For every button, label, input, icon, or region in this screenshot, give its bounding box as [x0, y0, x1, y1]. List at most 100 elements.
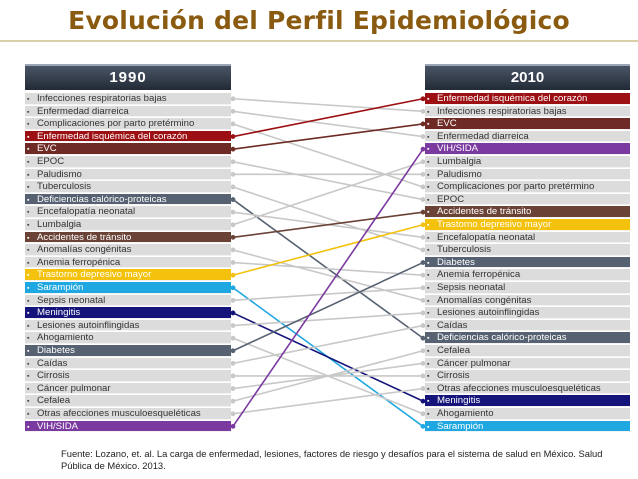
left-1990-item-label: EPOC — [37, 156, 65, 167]
right-2010-item: ▪ Paludismo — [425, 168, 630, 181]
left-1990-item: ▪ Sarampión — [25, 282, 231, 294]
connector-dot — [230, 134, 236, 139]
left-1990-item: ▪ EVC — [25, 143, 231, 155]
connector-line — [232, 312, 424, 402]
left-1990-item: ▪ Paludismo — [25, 168, 231, 181]
connector-line — [232, 223, 424, 276]
connector-dot — [230, 386, 236, 391]
bullet-icon: ▪ — [427, 234, 430, 242]
left-1990-item-label: Anemia ferropénica — [37, 256, 121, 268]
left-1990-item-label: VIH/SIDA — [37, 420, 79, 432]
right-2010-item-label: Deficiencias calórico-proteicas — [437, 332, 567, 344]
bullet-icon: ▪ — [427, 184, 430, 192]
right-2010-item: ▪ Anemia ferropénica — [425, 269, 630, 281]
right-2010-item-label: EPOC — [437, 193, 465, 205]
bullet-icon: ▪ — [27, 360, 30, 368]
right-2010-item: ▪ EPOC — [425, 193, 630, 206]
right-2010-item: ▪ Sepsis neonatal — [425, 282, 630, 294]
connector-dot — [230, 234, 236, 240]
left-1990-item-label: Accidentes de tránsito — [37, 231, 132, 243]
right-2010-item: ▪ Encefalopatía neonatal — [425, 231, 630, 244]
left-1990-item: ▪ Sepsis neonatal — [25, 294, 231, 307]
right-2010-item: ▪ Anomalías congénitas — [425, 294, 630, 307]
right-2010-item: ▪ Tuberculosis — [425, 244, 630, 256]
right-2010-item-label: Anomalías congénitas — [437, 294, 532, 306]
bullet-icon: ▪ — [27, 385, 30, 393]
bullet-icon: ▪ — [427, 247, 430, 255]
bullet-icon: ▪ — [27, 96, 30, 103]
right-2010-item: ▪ Infecciones respiratorias bajas — [425, 105, 630, 118]
right-2010-item: ▪ Lesiones autoinflingidas — [425, 307, 630, 319]
right-2010-item: ▪ Cáncer pulmonar — [425, 357, 630, 370]
connector-dot — [230, 373, 236, 379]
title-divider — [0, 40, 638, 42]
left-1990-item: ▪ Anomalías congénitas — [25, 244, 231, 256]
bullet-icon: ▪ — [427, 272, 430, 280]
left-1990-item: ▪ Trastorno depresivo mayor — [25, 269, 231, 281]
page-title: Evolución del Perfil Epidemiológico — [68, 6, 570, 35]
bullet-icon: ▪ — [427, 121, 430, 129]
connector-line — [232, 186, 424, 251]
left-1990-item-label: Infecciones respiratorias bajas — [37, 93, 167, 104]
left-1990-item: ▪ Cáncer pulmonar — [25, 382, 231, 395]
bullet-icon: ▪ — [427, 108, 430, 116]
right-2010-item: ▪ Otras afecciones musculoesqueléticas — [425, 382, 630, 395]
left-1990-item-label: Anomalías congénitas — [37, 244, 132, 256]
right-2010-item: ▪ Trastorno depresivo mayor — [425, 219, 630, 231]
connector-line — [232, 123, 424, 188]
bullet-icon: ▪ — [427, 133, 430, 141]
connector-line — [232, 349, 424, 402]
right-2010-item-label: Anemia ferropénica — [437, 269, 521, 281]
connector-dot — [230, 171, 236, 177]
source-citation: Fuente: Lozano, et. al. La carga de enfe… — [61, 448, 603, 471]
left-1990-item: ▪ Cefalea — [25, 395, 231, 407]
bullet-icon: ▪ — [427, 222, 430, 229]
left-1990-item: ▪ Complicaciones por parto pretérmino — [25, 118, 231, 130]
right-2010-item-label: Infecciones respiratorias bajas — [437, 105, 567, 117]
right-2010-item: ▪ Caídas — [425, 319, 630, 332]
right-2010-item-label: Enfermedad diarreica — [437, 130, 529, 142]
left-1990-item: ▪ Otras afecciones musculoesqueléticas — [25, 408, 231, 420]
left-1990-item: ▪ Infecciones respiratorias bajas — [25, 93, 231, 105]
left-1990-item-label: Enfermedad diarreica — [37, 105, 129, 117]
connector-dot — [230, 96, 236, 102]
left-1990-item: ▪ Meningitis — [25, 307, 231, 319]
year-1990-header: 1990 — [25, 64, 231, 90]
left-1990-item-label: Paludismo — [37, 168, 82, 180]
bullet-icon: ▪ — [27, 108, 30, 116]
bullet-icon: ▪ — [427, 398, 430, 406]
left-1990-item-label: Tuberculosis — [37, 181, 92, 193]
left-1990-item: ▪ Caídas — [25, 357, 231, 370]
bullet-icon: ▪ — [27, 184, 30, 192]
connector-line — [232, 211, 424, 239]
connector-line — [232, 110, 424, 138]
left-1990-item-label: Lumbalgia — [37, 219, 82, 230]
right-2010-item: ▪ EVC — [425, 118, 630, 130]
bullet-icon: ▪ — [427, 322, 430, 330]
left-1990-item-label: Otras afecciones musculoesqueléticas — [37, 408, 201, 419]
left-1990-item-label: Enfermedad isquémica del corazón — [37, 130, 188, 142]
bullet-icon: ▪ — [27, 196, 30, 204]
left-1990-item-label: Encefalopatía neonatal — [37, 206, 136, 218]
bullet-icon: ▪ — [427, 310, 430, 318]
left-1990-item: ▪ Encefalopatía neonatal — [25, 206, 231, 218]
connector-line — [232, 198, 424, 339]
connector-line — [232, 249, 424, 302]
left-1990-item: ▪ Lumbalgia — [25, 219, 231, 231]
bullet-icon: ▪ — [427, 335, 430, 343]
left-1990-item: ▪ Anemia ferropénica — [25, 256, 231, 269]
connector-line — [232, 148, 424, 427]
connector-dot — [230, 146, 236, 152]
connector-dot — [230, 297, 236, 303]
connector-dot — [230, 285, 236, 291]
connector-line — [232, 387, 424, 415]
right-2010-item: ▪ VIH/SIDA — [425, 143, 630, 155]
right-2010-item-label: Sarampión — [437, 420, 484, 432]
right-2010-item-label: Cefalea — [437, 345, 471, 356]
left-1990-item-label: Lesiones autoinflingidas — [37, 319, 140, 331]
bullet-icon: ▪ — [427, 297, 430, 305]
right-2010-item: ▪ Enfermedad isquémica del corazón — [425, 93, 630, 105]
bullet-icon: ▪ — [427, 348, 430, 355]
bullet-icon: ▪ — [427, 196, 430, 204]
bullet-icon: ▪ — [427, 285, 430, 292]
